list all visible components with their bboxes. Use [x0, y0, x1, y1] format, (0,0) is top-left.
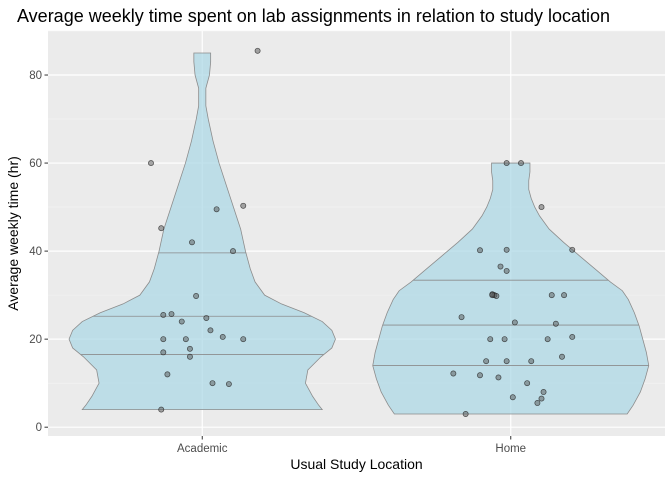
data-point-academic: [160, 349, 167, 356]
data-point-home: [534, 400, 541, 406]
data-point-home: [509, 394, 516, 401]
data-point-home: [503, 267, 510, 274]
data-point-home: [569, 334, 576, 340]
data-point-home: [450, 370, 457, 377]
data-point-home: [489, 292, 496, 299]
y-axis-title: Average weekly time (hr): [5, 156, 21, 311]
data-point-home: [503, 160, 510, 167]
data-point-home: [477, 247, 483, 254]
data-point-academic: [240, 336, 247, 343]
data-point-home: [524, 380, 531, 387]
data-point-home: [528, 358, 535, 365]
data-point-academic: [158, 406, 165, 413]
data-point-academic: [193, 293, 200, 299]
chart-title: Average weekly time spent on lab assignm…: [17, 6, 610, 26]
data-point-academic: [189, 239, 195, 246]
data-point-academic: [158, 225, 165, 232]
data-point-home: [559, 353, 565, 360]
data-point-home: [538, 395, 545, 402]
data-point-home: [477, 372, 483, 379]
data-point-academic: [207, 327, 214, 334]
data-point-academic: [225, 381, 232, 387]
y-tick-label: 80: [29, 70, 42, 82]
data-point-home: [503, 358, 510, 365]
y-tick-label: 0: [36, 422, 42, 434]
data-point-academic: [254, 47, 261, 54]
data-point-academic: [240, 202, 247, 209]
data-point-home: [552, 320, 559, 327]
x-tick-label: Home: [495, 443, 526, 455]
data-point-academic: [168, 311, 175, 318]
data-point-home: [458, 314, 465, 321]
data-point-academic: [178, 318, 185, 325]
data-point-home: [462, 411, 469, 417]
data-point-home: [497, 263, 504, 270]
data-point-academic: [148, 160, 154, 167]
data-point-home: [544, 336, 551, 343]
data-point-home: [483, 358, 490, 365]
data-point-home: [548, 292, 555, 299]
data-point-academic: [213, 206, 220, 213]
data-point-academic: [182, 336, 189, 343]
data-point-academic: [209, 380, 216, 387]
data-point-academic: [186, 353, 193, 360]
data-point-home: [540, 389, 547, 395]
data-point-home: [487, 336, 494, 343]
x-axis-title: Usual Study Location: [290, 456, 422, 472]
violin-home: [372, 162, 650, 415]
data-point-home: [511, 319, 518, 326]
data-point-academic: [230, 248, 236, 255]
data-point-home: [538, 204, 545, 211]
violins: [68, 52, 650, 415]
data-point-academic: [164, 371, 171, 378]
data-point-home: [495, 374, 502, 381]
data-point-home: [518, 160, 524, 167]
data-point-home: [503, 246, 510, 253]
y-tick-label: 20: [29, 334, 42, 346]
y-tick-label: 40: [29, 246, 42, 258]
data-point-academic: [186, 345, 193, 352]
data-point-academic: [219, 334, 226, 340]
jitter-points: [148, 47, 576, 417]
data-point-academic: [203, 315, 210, 321]
x-tick-label: Academic: [177, 443, 228, 455]
data-point-home: [561, 292, 568, 299]
axis-ticks: 0 20 40 60 80 Academic Home: [29, 70, 526, 455]
data-point-home: [501, 336, 508, 343]
y-tick-label: 60: [29, 158, 42, 170]
data-point-academic: [160, 336, 167, 343]
data-point-home: [569, 246, 576, 253]
data-point-academic: [160, 311, 167, 318]
violin-academic: [68, 52, 336, 410]
